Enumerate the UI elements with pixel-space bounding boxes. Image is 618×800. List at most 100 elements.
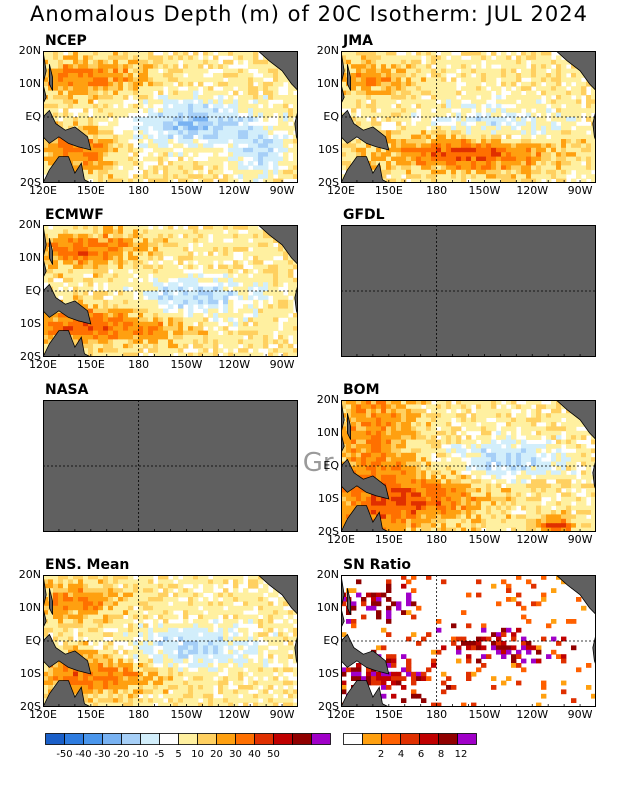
colorbar-label: 8 [437,749,445,760]
land-mass [341,680,389,707]
panel-title-ncep: NCEP [45,33,87,49]
land-mass [43,633,92,675]
land-mass [555,51,596,92]
lat-tick-label: 20S [318,700,339,713]
lat-tick-label: 10N [316,77,339,90]
colorbar-swatch [83,733,103,745]
colorbar-label: 10 [191,749,204,760]
colorbar-label: 5 [175,749,182,760]
colorbar-label: 30 [229,749,242,760]
colorbar-label: -20 [113,749,130,760]
land-mass [341,109,390,151]
lat-tick-label: 20N [316,568,339,581]
lon-tick-label: 150W [468,533,501,546]
land-mass [341,458,390,500]
map-bom [341,400,596,532]
anomaly-colorbar [45,733,331,745]
lon-tick-label: 120E [327,184,355,197]
colorbar-swatch [362,733,382,745]
land-mass [347,413,351,440]
lon-tick-label: 120W [516,533,549,546]
lat-tick-label: 10N [18,77,41,90]
map-nasa [43,400,298,532]
lon-tick-label: 180 [426,533,448,546]
colorbar-swatch [235,733,255,745]
lon-tick-label: 120W [218,184,251,197]
lat-tick-label: 10N [18,601,41,614]
lat-tick-label: 10N [316,601,339,614]
lon-tick-label: 120E [29,184,57,197]
lat-tick-label: 10N [316,426,339,439]
lat-tick-label: 10S [318,492,339,505]
colorbar-label: 6 [417,749,425,760]
panel-title-sn: SN Ratio [343,557,412,573]
lat-tick-label: 20N [316,393,339,406]
lon-tick-label: 150W [170,184,203,197]
lat-tick-label: 20S [20,350,41,363]
lat-tick-label: 10S [20,667,41,680]
lat-tick-label: 10S [318,143,339,156]
lat-tick-label: 20N [18,44,41,57]
lon-tick-label: 90W [269,358,295,371]
land-mass [43,283,92,325]
map-sn [341,575,596,707]
colorbar-label: 20 [210,749,223,760]
colorbar-swatch [102,733,122,745]
lat-tick-label: EQ [25,284,41,297]
land-mass [43,330,91,357]
colorbar-swatch [311,733,331,745]
lon-tick-label: 150E [374,184,403,197]
panel-title-nasa: NASA [45,382,89,398]
lon-tick-label: 90W [269,708,295,721]
colorbar-swatch [64,733,84,745]
colorbar-swatch [121,733,141,745]
map-ens [43,575,298,707]
lon-tick-label: 150E [76,184,105,197]
lon-tick-label: 150W [170,358,203,371]
lon-tick-label: 120W [218,708,251,721]
lat-tick-label: 10S [20,143,41,156]
land-mass [43,156,91,183]
lon-tick-label: 120W [516,184,549,197]
lon-tick-label: 180 [128,358,150,371]
colorbar-swatch [457,733,477,745]
colorbar-swatch [197,733,217,745]
panel-title-jma: JMA [343,33,373,49]
lon-tick-label: 180 [128,184,150,197]
map-ncep [43,51,298,183]
lon-tick-label: 150W [468,708,501,721]
map-jma [341,51,596,183]
panel-title-ens: ENS. Mean [45,557,130,573]
panel-title-ecmwf: ECMWF [45,207,104,223]
panel-title-gfdl: GFDL [343,207,385,223]
colorbar-label: 12 [454,749,468,760]
panel-title-bom: BOM [343,382,380,398]
colorbar-swatch [178,733,198,745]
lon-tick-label: 120E [29,358,57,371]
land-mass [257,225,298,266]
lon-tick-label: 150W [468,184,501,197]
land-mass [49,238,53,265]
colorbar-swatch [140,733,160,745]
lat-tick-label: EQ [323,110,339,123]
lon-tick-label: 90W [567,708,593,721]
lon-tick-label: 150E [374,533,403,546]
colorbar-swatch [419,733,439,745]
lat-tick-label: EQ [323,459,339,472]
lat-tick-label: 20S [20,176,41,189]
lat-tick-label: 20N [316,44,339,57]
lon-tick-label: 150E [76,708,105,721]
lat-tick-label: 10S [318,667,339,680]
land-mass [347,64,351,91]
figure-title: Anomalous Depth (m) of 20C Isotherm: JUL… [30,2,588,26]
land-mass [341,505,389,532]
lat-tick-label: 20S [20,700,41,713]
land-mass [43,109,92,151]
lon-tick-label: 120W [516,708,549,721]
lon-tick-label: 180 [128,708,150,721]
colorbar-label: -5 [154,749,165,760]
land-mass [341,633,390,675]
lon-tick-label: 120W [218,358,251,371]
colorbar-swatch [45,733,65,745]
lat-tick-label: 20N [18,568,41,581]
